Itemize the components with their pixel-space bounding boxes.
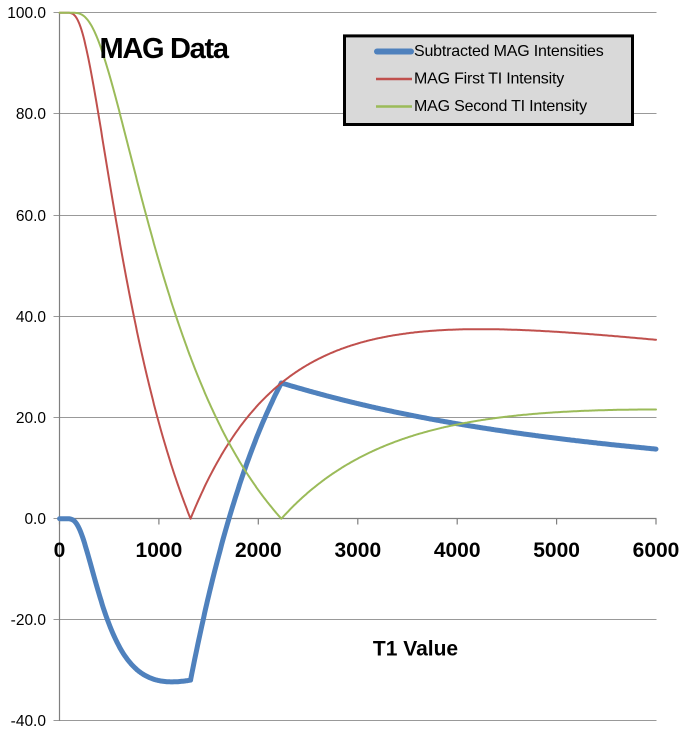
svg-text:2000: 2000 bbox=[235, 539, 282, 562]
svg-text:6000: 6000 bbox=[633, 539, 680, 562]
svg-text:100.0: 100.0 bbox=[7, 5, 46, 22]
svg-text:80.0: 80.0 bbox=[16, 106, 47, 123]
svg-text:3000: 3000 bbox=[334, 539, 381, 562]
svg-text:4000: 4000 bbox=[434, 539, 481, 562]
svg-text:MAG First TI Intensity: MAG First TI Intensity bbox=[414, 70, 564, 87]
svg-text:1000: 1000 bbox=[136, 539, 183, 562]
svg-text:MAG Second TI Intensity: MAG Second TI Intensity bbox=[414, 98, 587, 115]
svg-text:Subtracted MAG Intensities: Subtracted MAG Intensities bbox=[414, 43, 604, 60]
svg-text:5000: 5000 bbox=[533, 539, 580, 562]
svg-text:20.0: 20.0 bbox=[16, 410, 47, 427]
svg-text:40.0: 40.0 bbox=[16, 309, 47, 326]
svg-text:0: 0 bbox=[54, 539, 66, 562]
svg-text:0.0: 0.0 bbox=[24, 511, 46, 528]
svg-text:-20.0: -20.0 bbox=[11, 612, 47, 629]
svg-text:-40.0: -40.0 bbox=[11, 713, 47, 730]
svg-text:T1 Value: T1 Value bbox=[373, 638, 458, 661]
svg-text:60.0: 60.0 bbox=[16, 208, 47, 225]
svg-text:MAG Data: MAG Data bbox=[100, 33, 230, 65]
